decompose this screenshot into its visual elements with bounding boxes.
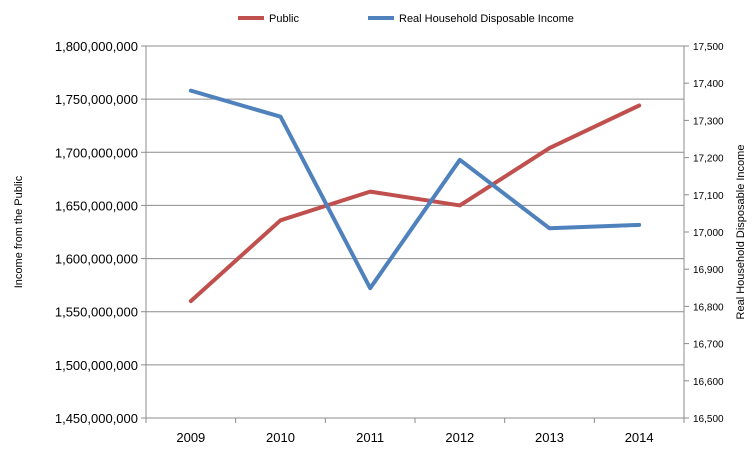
y-tick-label: 1,750,000,000 <box>55 92 138 107</box>
x-tick-label: 2013 <box>535 430 564 445</box>
axes <box>141 45 689 423</box>
series-line-real-household-disposable-income <box>188 88 642 291</box>
y-tick-label: 1,600,000,000 <box>55 252 138 267</box>
y-tick-label: 1,500,000,000 <box>55 358 138 373</box>
y-tick-label: 1,550,000,000 <box>55 305 138 320</box>
y2-tick-label: 16,600 <box>693 377 724 388</box>
series-lines <box>188 88 642 304</box>
y-tick-label: 1,450,000,000 <box>55 411 138 426</box>
y2-tick-label: 16,900 <box>693 265 724 276</box>
x-tick-label: 2011 <box>356 430 384 445</box>
y2-tick-label: 17,000 <box>693 228 724 239</box>
y2-tick-label: 17,200 <box>693 154 724 165</box>
legend: Public Real Household Disposable Income <box>238 13 574 25</box>
y2-tick-label: 17,300 <box>693 116 724 127</box>
y-tick-label: 1,700,000,000 <box>55 145 138 160</box>
series-line-public <box>188 103 642 304</box>
y2-tick-label: 17,500 <box>693 42 724 53</box>
y2-axis-label: Real Household Disposable Income <box>735 145 747 320</box>
legend-label: Public <box>269 13 299 25</box>
y-tick-label: 1,800,000,000 <box>55 39 138 54</box>
y2-tick-label: 16,800 <box>693 302 724 313</box>
x-tick-label: 2014 <box>625 430 654 445</box>
y2-tick-label: 16,500 <box>693 414 724 425</box>
x-tick-label: 2009 <box>176 430 205 445</box>
tick-labels: 1,450,000,000 1,500,000,000 1,550,000,000 1… <box>55 39 724 445</box>
y-tick-label: 1,650,000,000 <box>55 198 138 213</box>
legend-label: Real Household Disposable Income <box>399 13 574 25</box>
x-tick-label: 2010 <box>266 430 295 445</box>
y-axis-label: Income from the Public <box>13 175 25 288</box>
x-tick-label: 2012 <box>445 430 474 445</box>
y2-tick-label: 16,700 <box>693 340 724 351</box>
y2-tick-label: 17,400 <box>693 79 724 90</box>
y2-tick-label: 17,100 <box>693 191 724 202</box>
